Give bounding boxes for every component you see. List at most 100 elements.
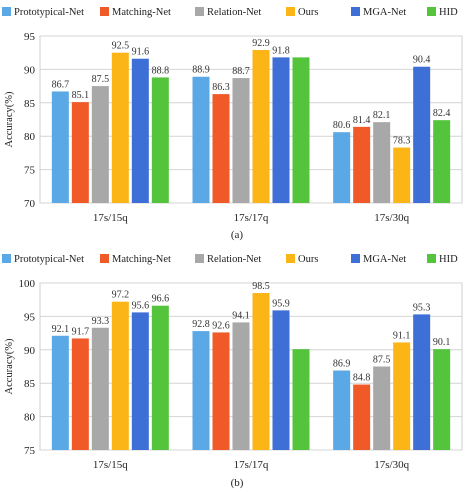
data-label: 97.2: [112, 290, 130, 301]
data-label: 78.3: [393, 136, 411, 147]
y-tick-label: 75: [24, 165, 36, 177]
bar-hid-1: [151, 77, 169, 203]
legend-swatch: [100, 7, 109, 16]
data-label: 88.7: [232, 66, 250, 77]
y-tick-label: 75: [24, 445, 36, 457]
legend-label: MGA-Net: [363, 7, 406, 18]
data-label: 95.6: [132, 300, 150, 311]
data-label: 92.8: [192, 319, 210, 330]
bar-prototypical-net-1: [51, 91, 69, 203]
y-tick-label: 95: [24, 31, 36, 43]
x-tick-label: 17s/30q: [374, 212, 409, 224]
legend-label: HID: [439, 254, 458, 265]
data-label: 91.8: [272, 45, 290, 56]
legend-swatch: [195, 254, 204, 263]
data-label: 94.1: [232, 310, 250, 321]
data-label: 84.8: [353, 373, 371, 384]
bar-mga-net-2: [272, 310, 290, 450]
data-label: 93.3: [92, 316, 110, 327]
bar-relation-net-3: [373, 366, 391, 450]
y-tick-label: 70: [24, 198, 36, 210]
x-tick-label: 17s/15q: [93, 459, 128, 471]
legend-swatch: [100, 254, 109, 263]
bar-ours-1: [111, 52, 129, 204]
bar-hid-3: [433, 349, 451, 450]
legend-label: Ours: [298, 7, 318, 18]
data-label: 91.7: [72, 326, 90, 337]
bar-ours-1: [111, 301, 129, 450]
bar-prototypical-net-1: [51, 335, 69, 450]
data-label: 90.4: [413, 55, 431, 66]
data-label: 80.6: [333, 120, 351, 131]
y-tick-label: 80: [24, 131, 36, 143]
legend-swatch: [427, 7, 436, 16]
bar-hid-3: [433, 120, 451, 203]
legend-swatch: [286, 7, 295, 16]
bar-mga-net-2: [272, 57, 290, 203]
data-label: 91.6: [132, 47, 150, 58]
legend-swatch: [427, 254, 436, 263]
y-axis-label: Accuracy(%): [4, 338, 15, 394]
bar-relation-net-3: [373, 122, 391, 203]
legend-label: Prototypical-Net: [14, 7, 84, 18]
panel-caption: (a): [231, 229, 244, 241]
data-label: 95.3: [413, 302, 431, 313]
y-tick-label: 100: [19, 278, 36, 290]
bar-matching-net-2: [212, 332, 230, 450]
bar-relation-net-2: [232, 78, 250, 203]
data-label: 92.1: [52, 324, 70, 335]
y-tick-label: 85: [24, 98, 36, 110]
y-tick-label: 80: [24, 412, 36, 424]
bar-prototypical-net-3: [333, 132, 351, 203]
legend-label: HID: [439, 7, 458, 18]
bar-matching-net-3: [353, 384, 371, 450]
bar-hid-1: [151, 305, 169, 450]
bar-matching-net-1: [71, 102, 89, 203]
data-label: 86.3: [212, 82, 230, 93]
panel-b: 75 80 85 90 95 100 Accuracy(%) 92.1 91.793.3 97.2…: [2, 254, 463, 489]
bar-mga-net-3: [413, 66, 431, 203]
y-tick-label: 90: [24, 345, 36, 357]
bar-prototypical-net-2: [192, 331, 210, 450]
bar-matching-net-1: [71, 338, 89, 450]
legend-label: Relation-Net: [207, 7, 261, 18]
data-label: 92.9: [252, 38, 270, 49]
data-label: 87.5: [373, 355, 391, 366]
data-label: 90.1: [433, 337, 451, 348]
panel-caption: (b): [231, 477, 244, 489]
data-label: 98.5: [252, 281, 270, 292]
bar-hid-2: [292, 57, 310, 203]
data-label: 88.9: [192, 65, 210, 76]
legend-swatch: [351, 7, 360, 16]
legend-swatch: [2, 7, 11, 16]
bar-relation-net-2: [232, 322, 250, 450]
bar-matching-net-2: [212, 94, 230, 203]
data-label: 82.4: [433, 108, 451, 119]
bar-ours-2: [252, 293, 270, 450]
bar-mga-net-1: [131, 312, 149, 450]
y-tick-label: 95: [24, 311, 36, 323]
bar-ours-3: [393, 342, 411, 450]
x-tick-label: 17s/17q: [234, 459, 269, 471]
data-label: 86.7: [52, 79, 70, 90]
bar-ours-3: [393, 147, 411, 203]
data-label: 85.1: [72, 90, 90, 101]
x-tick-label: 17s/15q: [93, 212, 128, 224]
bar-ours-2: [252, 50, 270, 203]
x-tick-label: 17s/17q: [234, 212, 269, 224]
data-label: 82.1: [373, 110, 391, 121]
bar-matching-net-3: [353, 126, 371, 203]
bar-mga-net-1: [131, 58, 149, 203]
y-tick-label: 85: [24, 378, 36, 390]
legend-swatch: [2, 254, 11, 263]
data-label: 81.4: [353, 115, 371, 126]
legend-label: Matching-Net: [112, 7, 171, 18]
bar-prototypical-net-2: [192, 76, 210, 203]
legend-label: Ours: [298, 254, 318, 265]
bar-relation-net-1: [91, 86, 109, 203]
panel-a: 707580859095Accuracy(%)86.785.187.592.59…: [2, 7, 463, 241]
legend-swatch: [286, 254, 295, 263]
legend-label: Matching-Net: [112, 254, 171, 265]
legend-swatch: [351, 254, 360, 263]
